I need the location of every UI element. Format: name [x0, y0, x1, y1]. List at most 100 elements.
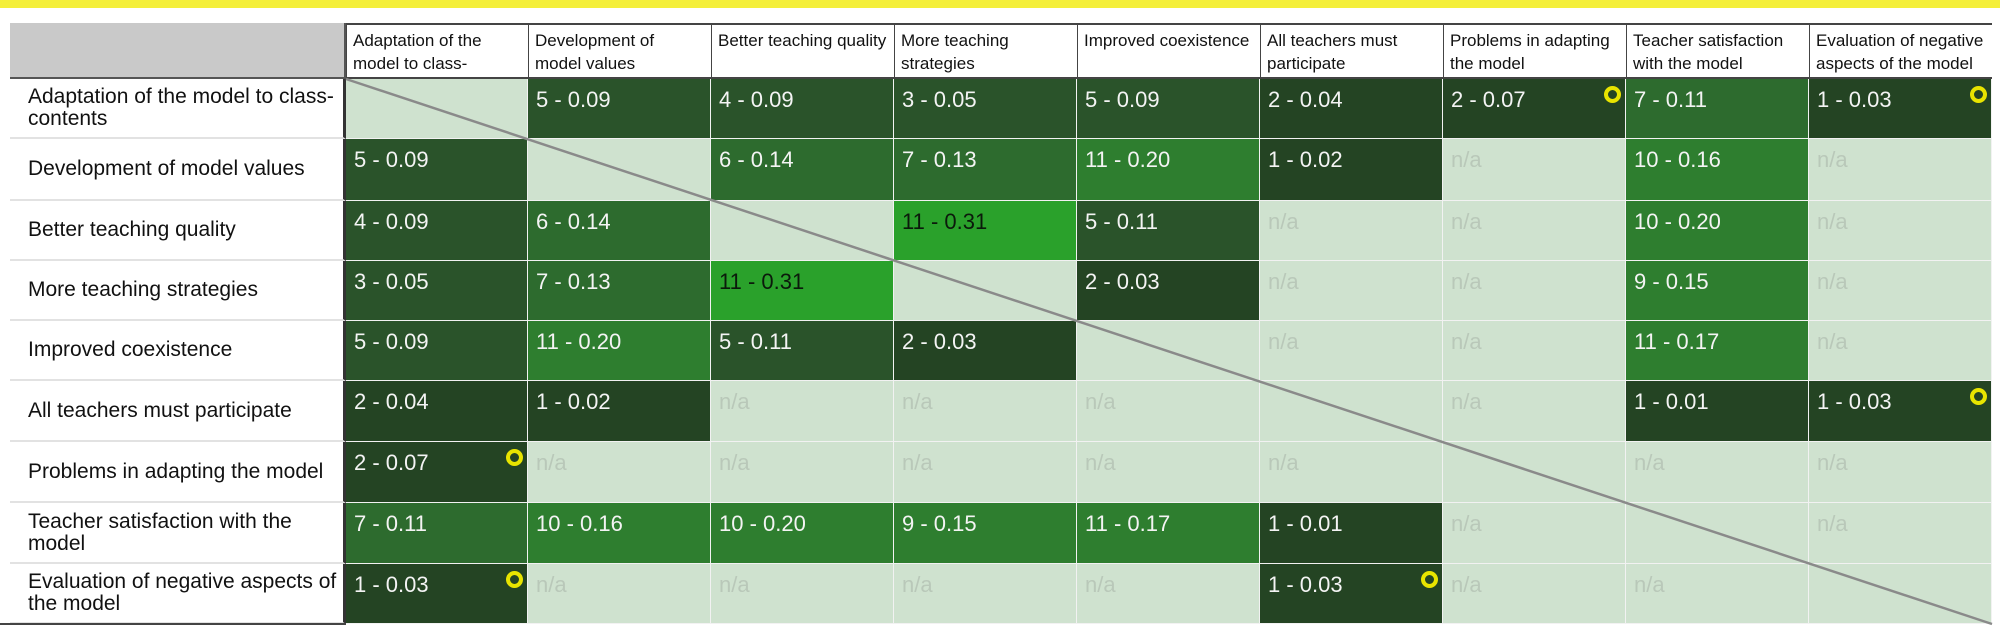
data-cell: 11 - 0.20 [528, 321, 711, 381]
corner-cell [10, 23, 346, 79]
data-cell: 1 - 0.01 [1260, 503, 1443, 564]
data-cell-na: n/a [1443, 139, 1626, 201]
row-header: Development of model values [10, 139, 346, 201]
data-cell: 1 - 0.01 [1626, 381, 1809, 442]
highlight-circle-icon [1421, 571, 1438, 588]
row-header-label: All teachers must participate [28, 398, 292, 422]
data-cell: 2 - 0.03 [1077, 261, 1260, 321]
highlight-circle-icon [1970, 388, 1987, 405]
data-cell: 1 - 0.02 [1260, 139, 1443, 201]
data-cell: 5 - 0.09 [346, 321, 528, 381]
data-cell: 1 - 0.02 [528, 381, 711, 442]
data-cell-na: n/a [894, 564, 1077, 624]
data-cell-na: n/a [1260, 201, 1443, 261]
data-cell: 1 - 0.03 [346, 564, 528, 624]
data-cell-na: n/a [894, 381, 1077, 442]
data-cell: 5 - 0.09 [528, 79, 711, 139]
data-cell: 10 - 0.20 [1626, 201, 1809, 261]
data-cell-na: n/a [1077, 564, 1260, 624]
data-cell-na: n/a [1443, 321, 1626, 381]
row-header-label: Adaptation of the model to class-content… [28, 85, 334, 130]
data-cell: 3 - 0.05 [346, 261, 528, 321]
data-cell-na: n/a [1443, 381, 1626, 442]
data-cell: 7 - 0.11 [1626, 79, 1809, 139]
data-cell-na: n/a [1809, 503, 1992, 564]
row-header-label: Improved coexistence [28, 338, 233, 361]
column-header: All teachers must participate [1260, 23, 1443, 79]
data-cell-na: n/a [1443, 503, 1626, 564]
data-cell: 11 - 0.17 [1077, 503, 1260, 564]
data-cell: 2 - 0.03 [894, 321, 1077, 381]
highlight-circle-icon [506, 449, 523, 466]
column-header: Development of model values [528, 23, 711, 79]
data-cell: 10 - 0.16 [1626, 139, 1809, 201]
top-accent-rule [0, 0, 2000, 8]
data-cell: 7 - 0.13 [894, 139, 1077, 201]
data-cell-na: n/a [1809, 139, 1992, 201]
data-cell: 1 - 0.03 [1809, 79, 1992, 139]
diagonal-cell [528, 139, 711, 201]
highlight-circle-icon [1604, 86, 1621, 103]
data-cell-na: n/a [894, 442, 1077, 503]
diagonal-cell [711, 201, 894, 261]
column-header: Problems in adapting the model [1443, 23, 1626, 79]
data-cell-na: n/a [1443, 201, 1626, 261]
column-header: Teacher satisfaction with the model [1626, 23, 1809, 79]
data-cell-na: n/a [528, 442, 711, 503]
data-cell: 1 - 0.03 [1809, 381, 1992, 442]
data-cell-na: n/a [1260, 321, 1443, 381]
diagonal-cell [1809, 564, 1992, 624]
data-cell-na: n/a [1260, 261, 1443, 321]
diagonal-cell [1443, 442, 1626, 503]
column-header: Improved coexistence [1077, 23, 1260, 79]
diagonal-cell [1260, 381, 1443, 442]
data-cell: 4 - 0.09 [346, 201, 528, 261]
data-cell: 5 - 0.11 [1077, 201, 1260, 261]
data-cell: 6 - 0.14 [528, 201, 711, 261]
data-cell: 11 - 0.17 [1626, 321, 1809, 381]
data-cell-na: n/a [1443, 261, 1626, 321]
row-header: More teaching strategies [10, 261, 346, 321]
data-cell: 3 - 0.05 [894, 79, 1077, 139]
row-header-label: More teaching strategies [28, 278, 258, 301]
data-cell: 11 - 0.31 [711, 261, 894, 321]
data-cell: 2 - 0.07 [1443, 79, 1626, 139]
data-cell-na: n/a [1809, 321, 1992, 381]
row-header: Adaptation of the model to class-content… [10, 79, 346, 139]
row-header: Problems in adapting the model [10, 442, 346, 503]
data-cell-na: n/a [1077, 442, 1260, 503]
column-header: Better teaching quality [711, 23, 894, 79]
data-cell: 5 - 0.09 [1077, 79, 1260, 139]
data-cell-na: n/a [1809, 442, 1992, 503]
data-cell: 5 - 0.09 [346, 139, 528, 201]
data-cell: 2 - 0.07 [346, 442, 528, 503]
diagonal-cell [1626, 503, 1809, 564]
data-cell-na: n/a [1443, 564, 1626, 624]
row-header-label: Problems in adapting the model [28, 459, 324, 483]
highlight-circle-icon [1970, 86, 1987, 103]
data-cell: 6 - 0.14 [711, 139, 894, 201]
data-cell: 9 - 0.15 [1626, 261, 1809, 321]
data-cell-na: n/a [1626, 442, 1809, 503]
data-cell: 2 - 0.04 [1260, 79, 1443, 139]
row-header: Evaluation of negative aspects of the mo… [10, 564, 346, 624]
row-header: Teacher satisfaction with the model [10, 503, 346, 564]
data-cell-na: n/a [711, 564, 894, 624]
column-header: Evaluation of negative aspects of the mo… [1809, 23, 1992, 79]
row-header-label: Teacher satisfaction with the model [28, 509, 292, 555]
column-header: More teaching strategies [894, 23, 1077, 79]
data-cell-na: n/a [1260, 442, 1443, 503]
data-cell: 9 - 0.15 [894, 503, 1077, 564]
data-cell: 4 - 0.09 [711, 79, 894, 139]
data-cell-na: n/a [711, 442, 894, 503]
column-header: Adaptation of the model to class-content… [346, 23, 528, 79]
data-cell-na: n/a [1809, 261, 1992, 321]
row-header-label: Development of model values [28, 157, 305, 180]
data-cell: 5 - 0.11 [711, 321, 894, 381]
data-cell-na: n/a [1809, 201, 1992, 261]
data-cell: 11 - 0.31 [894, 201, 1077, 261]
diagonal-cell [1077, 321, 1260, 381]
row-header: All teachers must participate [10, 381, 346, 442]
row-header-label: Better teaching quality [28, 218, 236, 241]
